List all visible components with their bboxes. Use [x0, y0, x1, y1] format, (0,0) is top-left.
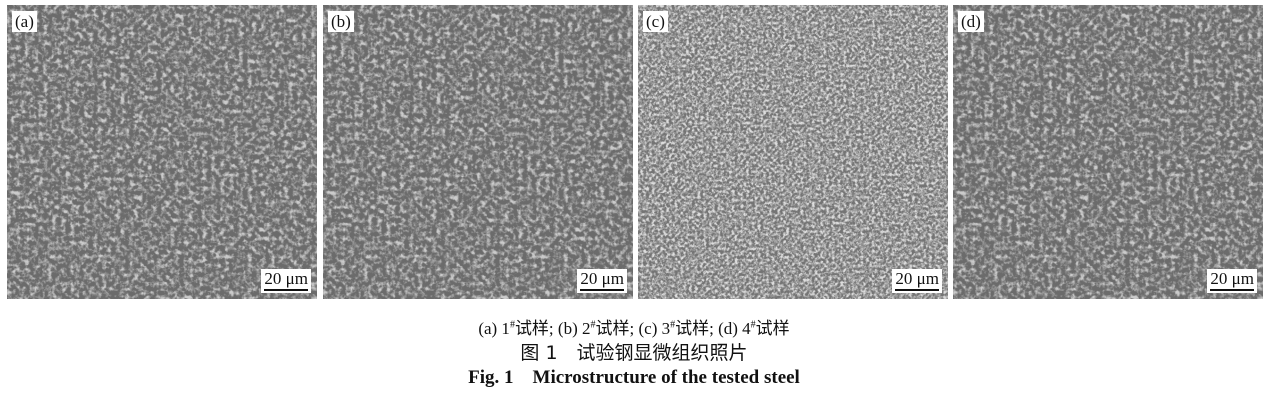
micrograph-b: (b) 20 μm: [323, 5, 633, 299]
figure-title-cn: 图 1 试验钢显微组织照片: [520, 342, 748, 364]
micrograph-d: (d) 20 μm: [953, 5, 1263, 299]
scale-bar-label: 20 μm: [1210, 269, 1254, 288]
scale-bar-label: 20 μm: [580, 269, 624, 288]
sem-texture: [323, 5, 633, 299]
subcaption-d-text: 试样: [755, 319, 790, 338]
scale-bar-label: 20 μm: [264, 269, 308, 288]
sem-texture: [953, 5, 1263, 299]
sup: #: [670, 319, 676, 331]
micrograph-a: (a) 20 μm: [7, 5, 317, 299]
subcaption-a: (a) 1: [478, 319, 510, 338]
scale-bar-label: 20 μm: [895, 269, 939, 288]
subcaption-b: (b) 2: [557, 319, 591, 338]
sup: #: [750, 319, 756, 331]
scale-bar: 20 μm: [261, 269, 311, 293]
scale-bar: 20 μm: [892, 269, 942, 293]
subcaption-c-text: 试样;: [675, 319, 719, 338]
subcaption-c: (c) 3: [638, 319, 671, 338]
panel-label: (a): [12, 11, 37, 32]
scale-bar: 20 μm: [577, 269, 627, 293]
subcaption-d: (d) 4: [718, 319, 751, 338]
panel-label: (d): [958, 11, 984, 32]
sem-texture: [7, 5, 317, 299]
sup: #: [509, 319, 515, 331]
figure-title-en: Fig. 1 Microstructure of the tested stee…: [468, 367, 800, 388]
sem-texture: [638, 5, 948, 299]
micrograph-c: (c) 20 μm: [638, 5, 948, 299]
panel-label: (c): [643, 11, 668, 32]
scale-bar: 20 μm: [1207, 269, 1257, 293]
panel-label: (b): [328, 11, 354, 32]
sup: #: [590, 319, 596, 331]
subcaption-b-text: 试样;: [595, 319, 639, 338]
subcaption-a-text: 试样;: [514, 319, 558, 338]
subcaption: (a) 1#试样; (b) 2#试样; (c) 3#试样; (d) 4#试样: [0, 314, 1268, 339]
